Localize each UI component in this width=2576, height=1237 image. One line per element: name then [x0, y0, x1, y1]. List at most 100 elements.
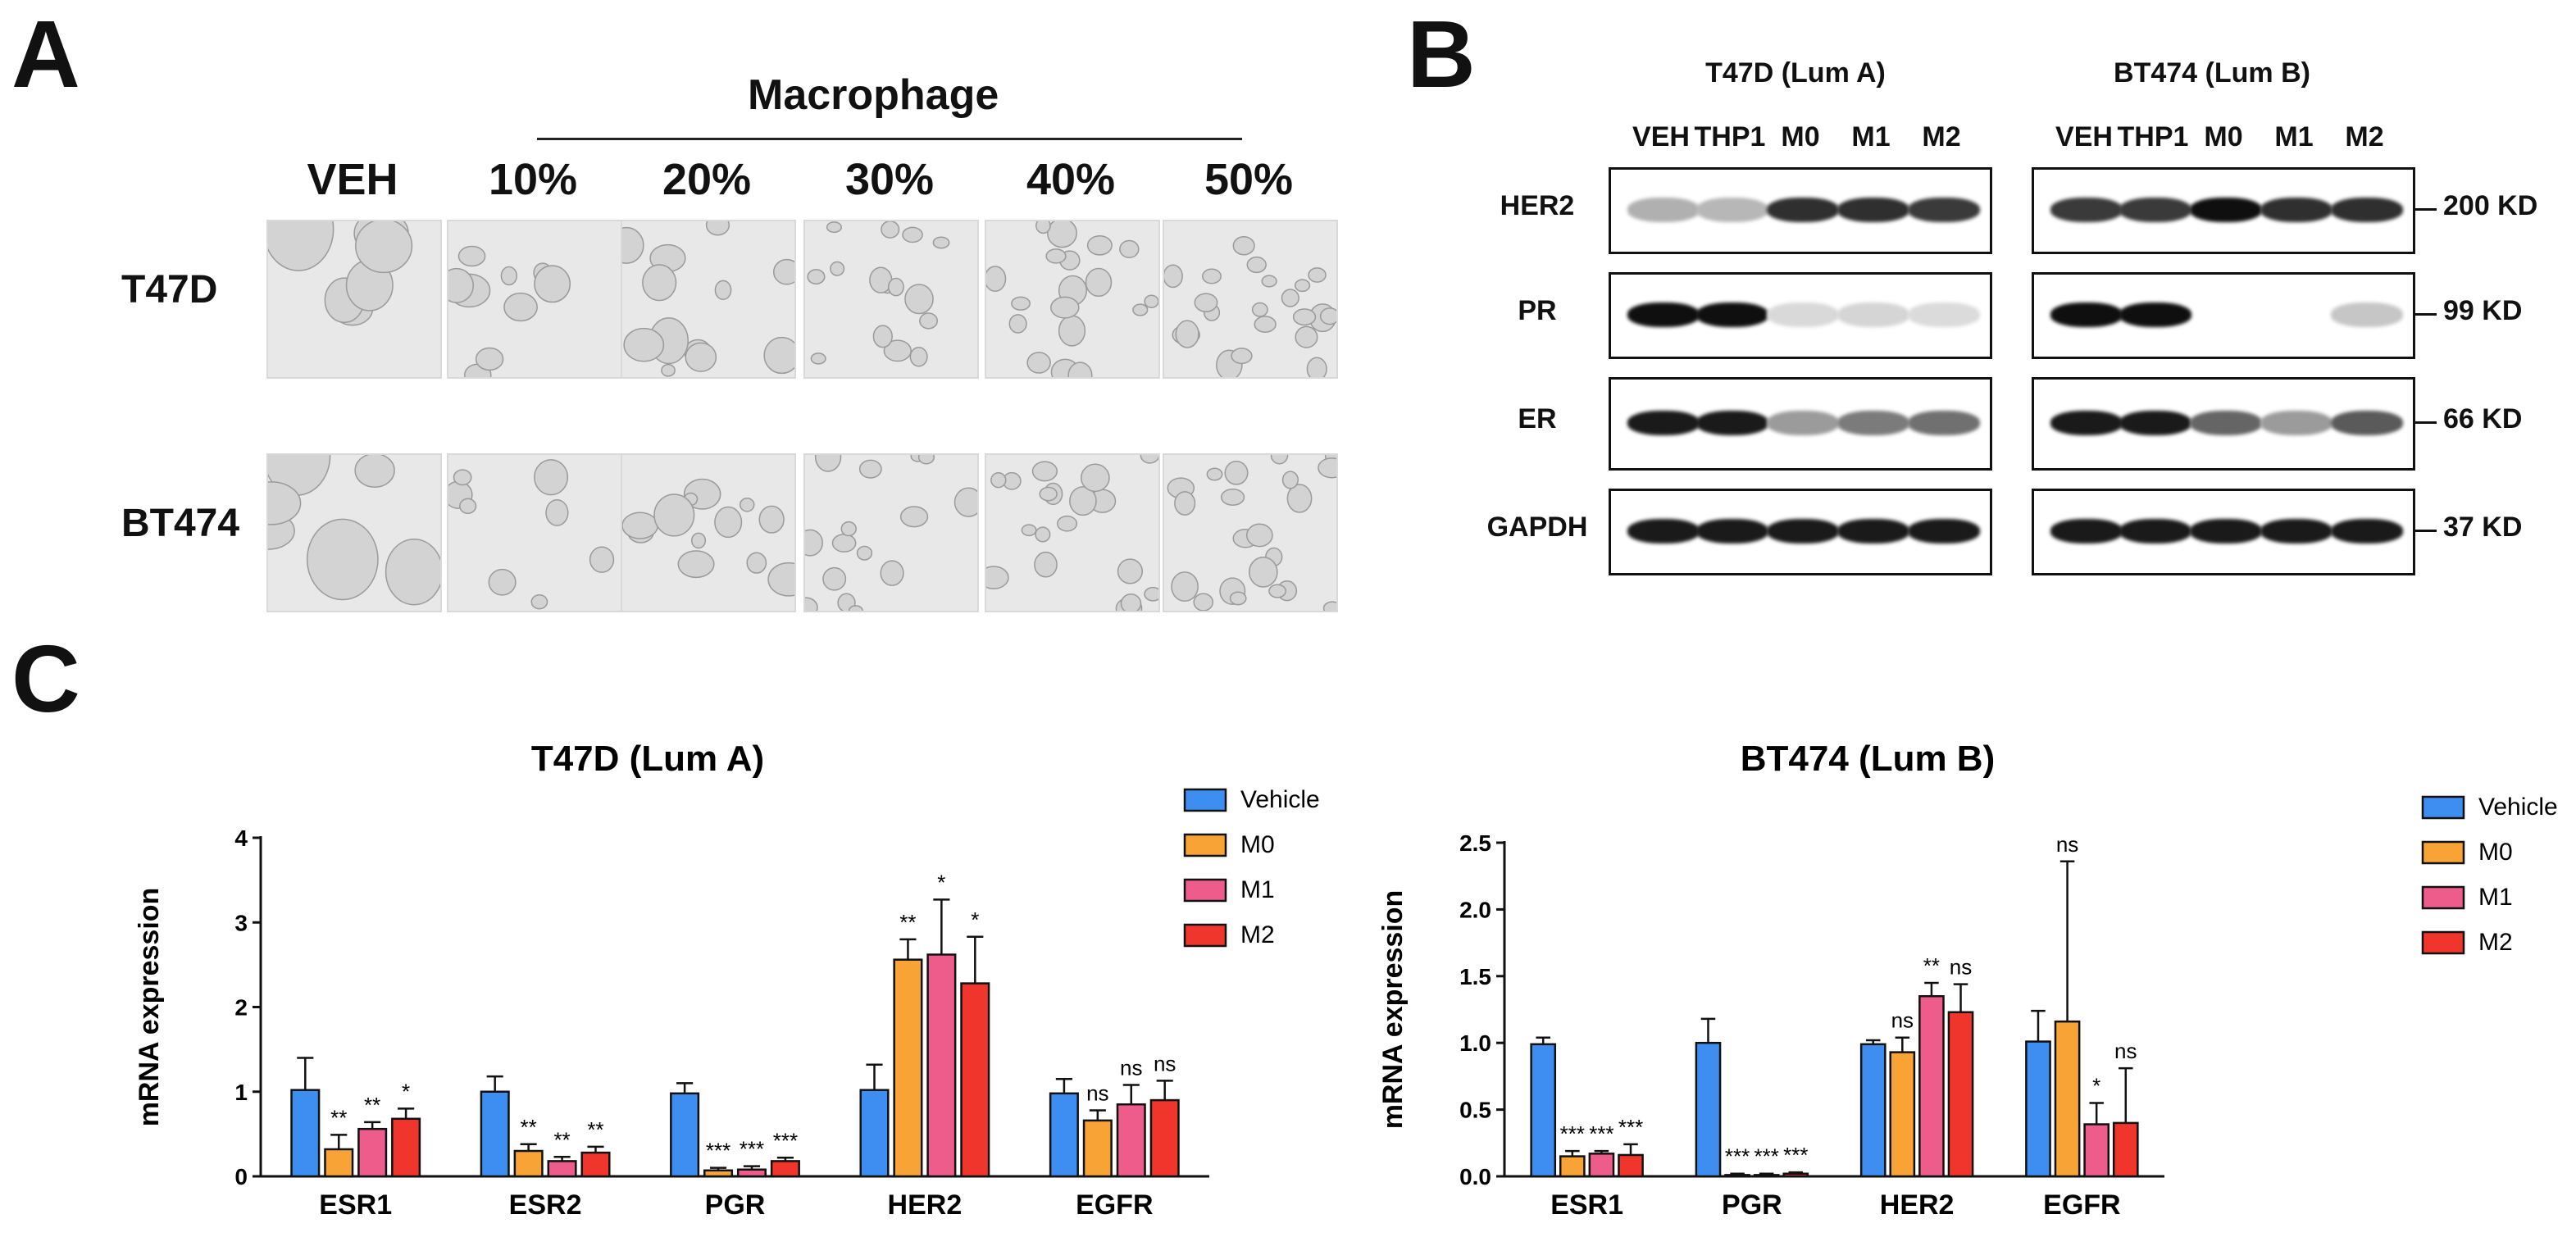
- legend-label-vehicle: Vehicle: [1240, 786, 1320, 813]
- blot-gapdh-group-2: [2032, 489, 2415, 575]
- blot-lane-label-m2: M2: [1922, 121, 1961, 152]
- blot-her2-group-1: [1609, 167, 1992, 254]
- bar-m0-her2: [893, 958, 923, 1178]
- blot-lane-label-thp1: THP1: [1694, 121, 1766, 152]
- blot-band: [2190, 198, 2262, 222]
- blot-band: [2190, 519, 2262, 543]
- blot-band: [1696, 411, 1768, 435]
- panel-b-letter: B: [1407, 1, 1476, 107]
- micrograph-column-label-20: 20%: [662, 155, 752, 204]
- micrograph-column-label-10: 10%: [488, 155, 578, 204]
- legend-label-m1: M1: [1240, 876, 1275, 903]
- micrograph-column-label-50: 50%: [1204, 155, 1294, 204]
- micrograph-column-label-30: 30%: [844, 155, 935, 204]
- blot-band: [2331, 302, 2403, 327]
- legend-label-vehicle: Vehicle: [2478, 794, 2558, 821]
- chart-title: BT474 (Lum B): [1741, 739, 1995, 779]
- micrograph-t47d-10: [447, 220, 622, 379]
- bar-m1-esr1: [357, 1127, 388, 1178]
- bar-m0-her2: [1889, 1051, 1916, 1178]
- blot-lane-label-m0: M0: [2204, 121, 2243, 152]
- blot-gapdh-group-1: [1609, 489, 1992, 575]
- significance-label: ***: [1560, 1121, 1585, 1146]
- legend-label-m2: M2: [1240, 921, 1275, 948]
- chart-t47d: T47D (Lum A)mRNA expression01234*****ESR…: [134, 739, 1320, 1221]
- bar-m1-esr2: [547, 1160, 577, 1178]
- significance-label: ***: [1589, 1121, 1613, 1146]
- y-tick-label: 2.5: [1459, 830, 1491, 856]
- blot-protein-label-her2: HER2: [1500, 190, 1575, 221]
- blot-band: [1908, 198, 1980, 222]
- blot-title-bt474-lum-b: BT474 (Lum B): [2114, 57, 2310, 89]
- blot-size-label-200-kd: 200 KD: [2443, 190, 2538, 221]
- legend-swatch-m0: [2421, 840, 2465, 865]
- blot-lane-label-m0: M0: [1781, 121, 1820, 152]
- blot-title-t47d-lum-a: T47D (Lum A): [1705, 57, 1886, 89]
- significance-label: **: [587, 1117, 603, 1142]
- bar-vehicle-pgr: [1695, 1041, 1722, 1178]
- blot-band: [1696, 302, 1768, 327]
- blot-band: [1767, 519, 1839, 543]
- significance-label: *: [971, 907, 979, 932]
- y-tick-label: 0.5: [1459, 1098, 1491, 1123]
- micrograph-t47d-40: [985, 220, 1160, 379]
- bar-m0-esr1: [1559, 1155, 1586, 1178]
- macrophage-header: Macrophage: [748, 71, 999, 119]
- blot-band: [2119, 411, 2191, 435]
- micrograph-bt474-40: [985, 453, 1160, 612]
- significance-label: ns: [1086, 1080, 1108, 1105]
- significance-label: **: [553, 1127, 570, 1152]
- blot-lane-label-m1: M1: [2274, 121, 2314, 152]
- blot-band: [2260, 411, 2333, 435]
- legend-swatch-vehicle: [2421, 795, 2465, 820]
- significance-label: **: [364, 1093, 380, 1117]
- micrograph-bt474-veh: [266, 453, 442, 612]
- bar-m2-egfr: [1149, 1098, 1180, 1178]
- blot-er-group-1: [1609, 377, 1992, 471]
- blot-size-label-37-kd: 37 KD: [2443, 512, 2523, 543]
- blot-band: [2119, 519, 2191, 543]
- blot-pr-group-2: [2032, 272, 2415, 359]
- legend-swatch-m1: [2421, 885, 2465, 910]
- bar-m0-pgr: [703, 1169, 734, 1178]
- significance-label: ns: [1120, 1055, 1142, 1080]
- micrograph-row-label-bt474: BT474: [121, 502, 240, 545]
- blot-band: [2331, 198, 2403, 222]
- legend-label-m0: M0: [1240, 831, 1275, 858]
- micrograph-t47d-veh: [266, 220, 442, 379]
- blot-band: [2190, 411, 2262, 435]
- y-tick-label: 3: [234, 910, 248, 935]
- significance-label: **: [330, 1105, 347, 1130]
- blot-size-tick: [2414, 313, 2437, 316]
- chart-title: T47D (Lum A): [531, 739, 764, 779]
- blot-size-tick: [2414, 530, 2437, 532]
- x-category-label-her2: HER2: [888, 1189, 963, 1221]
- legend-label-m1: M1: [2478, 884, 2513, 911]
- y-tick-label: 2.0: [1459, 897, 1491, 922]
- bar-m2-esr1: [391, 1117, 421, 1178]
- chart-bt474: BT474 (Lum B) mRNA expression 0.0 0.5 1.0 1.5…: [1377, 739, 2558, 1221]
- bar-vehicle-egfr: [1049, 1092, 1079, 1178]
- bar-m2-pgr: [770, 1160, 800, 1178]
- significance-label: ns: [1154, 1051, 1176, 1076]
- blot-lane-label-m1: M1: [1851, 121, 1891, 152]
- significance-label: **: [899, 910, 916, 935]
- blot-size-label-66-kd: 66 KD: [2443, 403, 2523, 434]
- significance-label: ***: [773, 1128, 798, 1153]
- x-category-label-esr1: ESR1: [319, 1189, 392, 1221]
- significance-label: **: [1923, 953, 1940, 978]
- blot-band: [2119, 198, 2191, 222]
- bar-m0-pgr: [1724, 1174, 1750, 1178]
- x-category-label-pgr: PGR: [1722, 1189, 1782, 1221]
- blot-band: [1908, 411, 1980, 435]
- micrograph-bt474-20: [621, 453, 796, 612]
- blot-pr-group-1: [1609, 272, 1992, 359]
- legend-swatch-vehicle: [1183, 788, 1227, 812]
- macrophage-bracket-line: [537, 138, 1242, 140]
- blot-band: [2331, 411, 2403, 435]
- bar-m1-egfr: [2083, 1123, 2110, 1178]
- significance-label: ns: [2114, 1039, 2137, 1063]
- significance-label: ns: [1950, 955, 1972, 980]
- blot-band: [1837, 519, 1909, 543]
- blot-band: [1908, 519, 1980, 543]
